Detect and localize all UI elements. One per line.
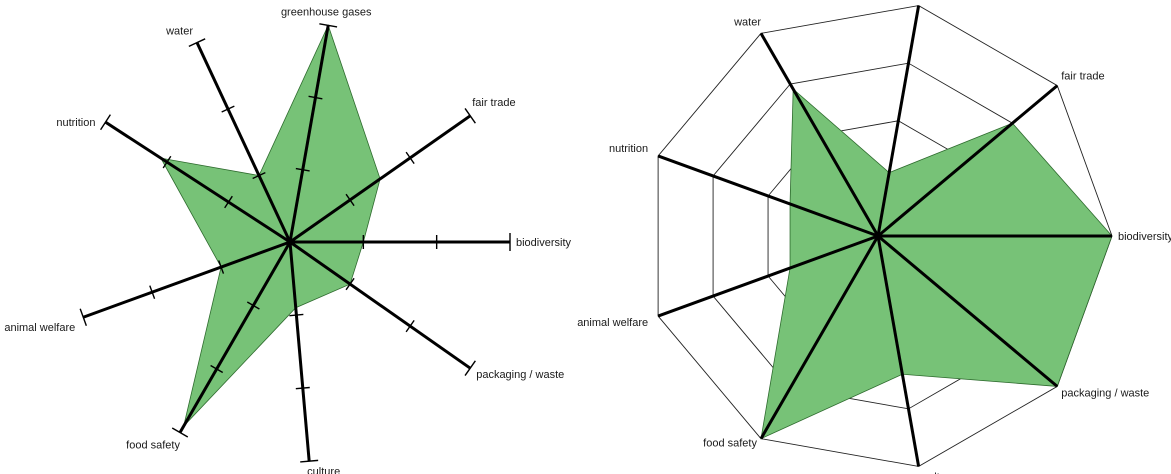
axis-label-fair-trade: fair trade <box>1061 71 1104 83</box>
data-area <box>760 88 1113 440</box>
axis-tick <box>171 427 189 438</box>
axis-spoke-greenhouse-gases <box>288 25 330 243</box>
axis-tick <box>79 308 88 326</box>
axis-spoke-fair-trade <box>877 84 1059 238</box>
axis-label-packaging-waste: packaging / waste <box>476 369 564 381</box>
axis-spoke-culture <box>288 241 311 462</box>
axis-spoke-nutrition <box>104 120 291 244</box>
data-area <box>160 24 381 428</box>
axis-label-culture: culture <box>307 466 340 474</box>
axis-label-water: water <box>733 16 761 28</box>
axis-tick <box>100 114 111 131</box>
axis-tick <box>345 277 355 291</box>
grid-ring <box>657 5 1113 467</box>
axis-tick <box>295 386 310 390</box>
axis-spoke-animal-welfare <box>82 240 291 319</box>
axis-label-culture: culture <box>923 471 956 474</box>
axis-tick <box>218 260 225 274</box>
axis-tick <box>464 108 476 124</box>
axis-tick <box>210 364 224 374</box>
axis-label-nutrition: nutrition <box>609 143 648 155</box>
axis-spoke-packaging-waste <box>877 234 1059 388</box>
axis-tick <box>464 360 476 376</box>
axis-tick <box>221 105 235 113</box>
axis-tick <box>405 319 415 333</box>
axis-label-fair-trade: fair trade <box>472 97 515 109</box>
axis-label-animal-welfare: animal welfare <box>4 322 75 334</box>
axis-tick <box>224 195 233 209</box>
axis-spoke-animal-welfare <box>657 234 879 318</box>
axis-tick <box>300 459 319 463</box>
axis-label-greenhouse-gases: greenhouse gases <box>281 6 372 18</box>
axis-tick <box>319 23 338 28</box>
axis-spoke-water <box>759 32 880 237</box>
axis-tick <box>246 301 260 310</box>
axis-label-biodiversity: biodiversity <box>1118 231 1171 243</box>
axis-spoke-fair-trade <box>289 114 472 244</box>
axis-label-water: water <box>165 26 193 38</box>
axis-label-biodiversity: biodiversity <box>516 237 572 249</box>
axis-spoke-nutrition <box>657 154 879 238</box>
axis-tick <box>295 167 310 172</box>
axis-tick <box>308 95 323 100</box>
axis-tick <box>405 151 415 165</box>
axis-tick <box>149 285 156 299</box>
axis-tick <box>289 313 304 317</box>
axis-label-food-safety: food safety <box>126 440 180 452</box>
axis-tick <box>252 171 266 180</box>
axis-spoke-greenhouse-gases <box>876 5 921 237</box>
axis-spoke-culture <box>876 235 921 467</box>
axis-label-packaging-waste: packaging / waste <box>1061 387 1149 399</box>
axis-tick <box>345 193 355 207</box>
axis-spoke-food-safety <box>178 241 292 434</box>
axis-spoke-food-safety <box>759 235 880 440</box>
axis-spoke-packaging-waste <box>289 240 472 370</box>
center-point <box>286 238 294 246</box>
axis-label-food-safety: food safety <box>703 438 757 450</box>
center-point <box>874 232 882 240</box>
axis-label-nutrition: nutrition <box>56 117 95 129</box>
axis-tick <box>188 38 206 48</box>
axis-tick <box>162 155 172 169</box>
axis-label-animal-welfare: animal welfare <box>577 317 648 329</box>
radar-chart-left: biodiversity fair trade greenhouse gases wa… <box>4 6 571 474</box>
axis-spoke-water <box>195 41 292 243</box>
